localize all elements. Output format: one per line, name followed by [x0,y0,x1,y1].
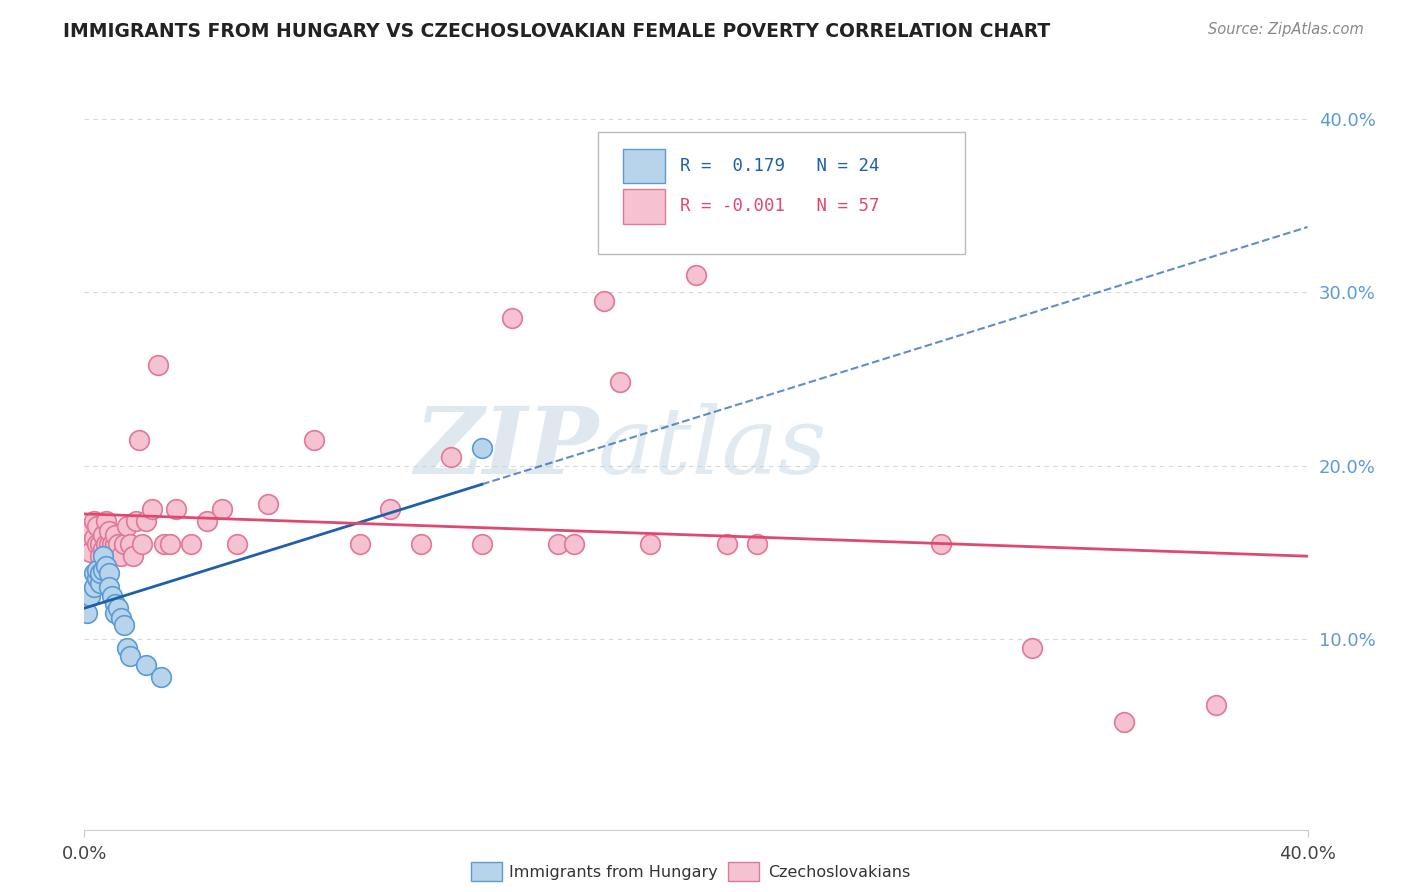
Point [94,536,117,550]
Point [929,536,952,550]
Point [685,268,707,282]
Text: Source: ZipAtlas.com: Source: ZipAtlas.com [1208,22,1364,37]
Point [86,563,108,577]
Text: IMMIGRANTS FROM HUNGARY VS CZECHOSLOVAKIAN FEMALE POVERTY CORRELATION CHART: IMMIGRANTS FROM HUNGARY VS CZECHOSLOVAKI… [63,22,1050,41]
Point [89,549,111,563]
Point [101,589,124,603]
Point [195,514,218,528]
Point [101,536,124,550]
Point [180,536,202,550]
Point [91,563,114,577]
Point [107,600,129,615]
Point [76,606,98,620]
Point [91,541,114,556]
Text: R =  0.179   N = 24: R = 0.179 N = 24 [681,157,880,175]
Point [83,580,105,594]
FancyBboxPatch shape [623,189,665,224]
Point [115,519,138,533]
Point [104,536,127,550]
Text: Czechoslovakians: Czechoslovakians [768,865,910,880]
Point [380,502,402,516]
Point [86,536,108,550]
Point [471,441,494,455]
Point [159,536,181,550]
Point [593,293,616,308]
Point [440,450,463,464]
Point [79,589,101,603]
Point [104,528,127,542]
Point [104,597,127,611]
Point [149,670,172,684]
Point [89,536,111,550]
Point [83,566,105,580]
Point [302,433,325,447]
Point [86,571,108,585]
Point [211,502,233,516]
Point [112,618,135,632]
Point [609,376,631,390]
FancyBboxPatch shape [623,149,665,183]
Point [131,536,153,550]
FancyBboxPatch shape [598,132,965,253]
Point [135,514,157,528]
Point [97,536,120,550]
Point [97,524,120,539]
Point [257,497,280,511]
Point [135,657,157,672]
Point [146,358,169,372]
Point [107,536,129,550]
Point [125,514,148,528]
Point [79,545,101,559]
Point [409,536,432,550]
Point [165,502,187,516]
Point [104,606,127,620]
Point [471,536,494,550]
Text: R = -0.001   N = 57: R = -0.001 N = 57 [681,197,880,216]
Point [89,576,111,591]
Point [91,549,114,563]
Point [110,549,132,563]
Point [97,580,120,594]
Point [110,611,132,625]
Point [747,536,769,550]
Point [79,524,101,539]
Point [128,433,150,447]
Point [94,514,117,528]
Point [349,536,371,550]
Text: atlas: atlas [598,403,828,493]
Point [97,566,120,580]
Point [638,536,661,550]
Point [86,519,108,533]
Point [76,536,98,550]
Point [94,559,117,574]
Point [120,649,142,664]
Point [1205,698,1227,712]
Point [153,536,176,550]
Point [1114,715,1136,730]
Text: Immigrants from Hungary: Immigrants from Hungary [509,865,717,880]
Point [122,549,145,563]
Point [120,536,142,550]
Point [1021,640,1043,655]
Point [562,536,585,550]
Point [141,502,163,516]
Point [502,311,524,326]
Point [83,514,105,528]
Point [91,528,114,542]
Point [547,536,569,550]
Point [716,536,738,550]
Point [115,640,138,655]
Point [112,536,135,550]
Point [89,566,111,580]
Point [226,536,249,550]
Point [83,532,105,546]
Text: ZIP: ZIP [413,403,598,493]
